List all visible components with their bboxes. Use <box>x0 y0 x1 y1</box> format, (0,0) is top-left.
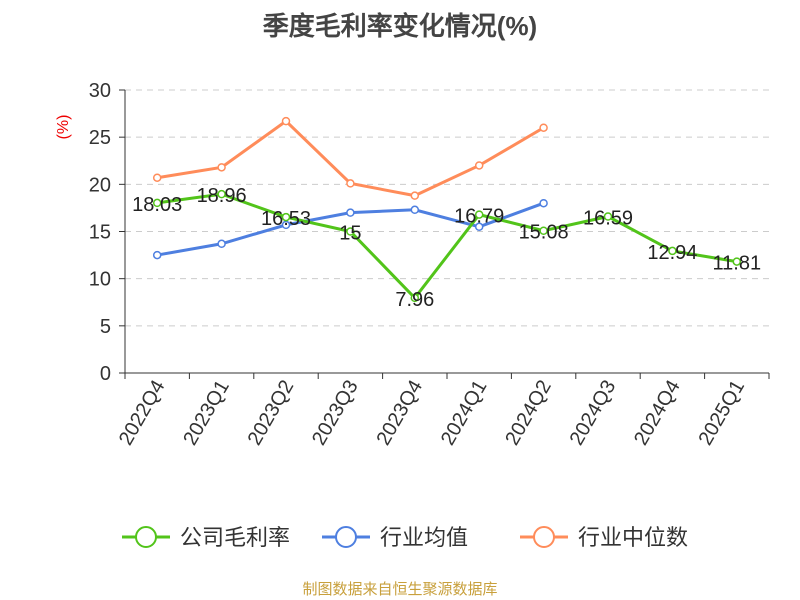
y-tick-label: 20 <box>89 174 111 196</box>
y-tick-label: 30 <box>89 80 111 102</box>
data-point <box>603 212 613 221</box>
legend-marker <box>335 526 357 548</box>
data-point <box>152 173 162 182</box>
data-point <box>732 257 742 266</box>
x-tick-label: 2023Q3 <box>308 377 363 450</box>
data-point <box>474 222 484 232</box>
data-point <box>217 239 226 249</box>
data-label: 12.94 <box>647 242 697 264</box>
legend-marker <box>533 526 555 548</box>
y-tick-label: 10 <box>89 269 111 291</box>
x-tick-label: 2024Q2 <box>501 377 556 450</box>
data-point <box>410 205 420 215</box>
x-tick-label: 2025Q1 <box>694 377 749 450</box>
x-tick-label: 2024Q3 <box>566 377 621 450</box>
legend-label: 行业均值 <box>380 525 468 550</box>
data-point <box>410 293 420 303</box>
legend-marker <box>135 526 157 548</box>
data-point <box>539 123 548 132</box>
y-tick-label: 5 <box>100 316 111 338</box>
legend-label: 行业中位数 <box>578 525 688 550</box>
data-point <box>281 220 291 230</box>
data-point <box>346 179 355 188</box>
data-label: 15.08 <box>519 222 569 244</box>
data-point <box>346 208 355 217</box>
data-point <box>474 161 484 170</box>
data-point <box>152 198 162 208</box>
source-note: 制图数据来自恒生聚源数据库 <box>302 581 498 598</box>
data-point <box>281 116 291 126</box>
x-tick-label: 2024Q1 <box>437 377 492 450</box>
data-label: 11.81 <box>713 253 762 275</box>
x-tick-label: 2023Q1 <box>179 377 234 450</box>
y-tick-label: 25 <box>89 127 111 149</box>
data-label: 18.96 <box>197 185 247 207</box>
data-point <box>217 189 226 199</box>
data-label: 16.59 <box>583 208 633 230</box>
data-label: 7.96 <box>395 289 434 311</box>
data-point <box>474 210 484 219</box>
series-line-0 <box>156 192 738 301</box>
data-point <box>668 246 677 256</box>
data-point <box>346 227 355 236</box>
chart-title: 季度毛利率变化情况(%) <box>262 11 538 41</box>
y-axis-label: (%) <box>55 115 72 140</box>
y-tick-label: 0 <box>100 363 111 385</box>
data-point <box>217 163 226 172</box>
legend-label: 公司毛利率 <box>180 525 290 550</box>
data-label: 16.79 <box>454 206 504 228</box>
x-tick-label: 2024Q4 <box>630 377 685 450</box>
x-tick-label: 2023Q2 <box>244 377 299 450</box>
x-tick-label: 2023Q4 <box>372 377 427 450</box>
data-label: 16.53 <box>261 208 311 230</box>
data-label: 15 <box>339 223 361 245</box>
y-tick-label: 15 <box>89 222 111 244</box>
data-point <box>281 212 291 222</box>
data-label: 18.03 <box>132 194 182 216</box>
data-point <box>539 226 548 235</box>
x-tick-label: 2022Q4 <box>115 377 170 450</box>
data-point <box>410 191 420 200</box>
data-point <box>152 250 162 260</box>
data-point <box>539 198 548 208</box>
